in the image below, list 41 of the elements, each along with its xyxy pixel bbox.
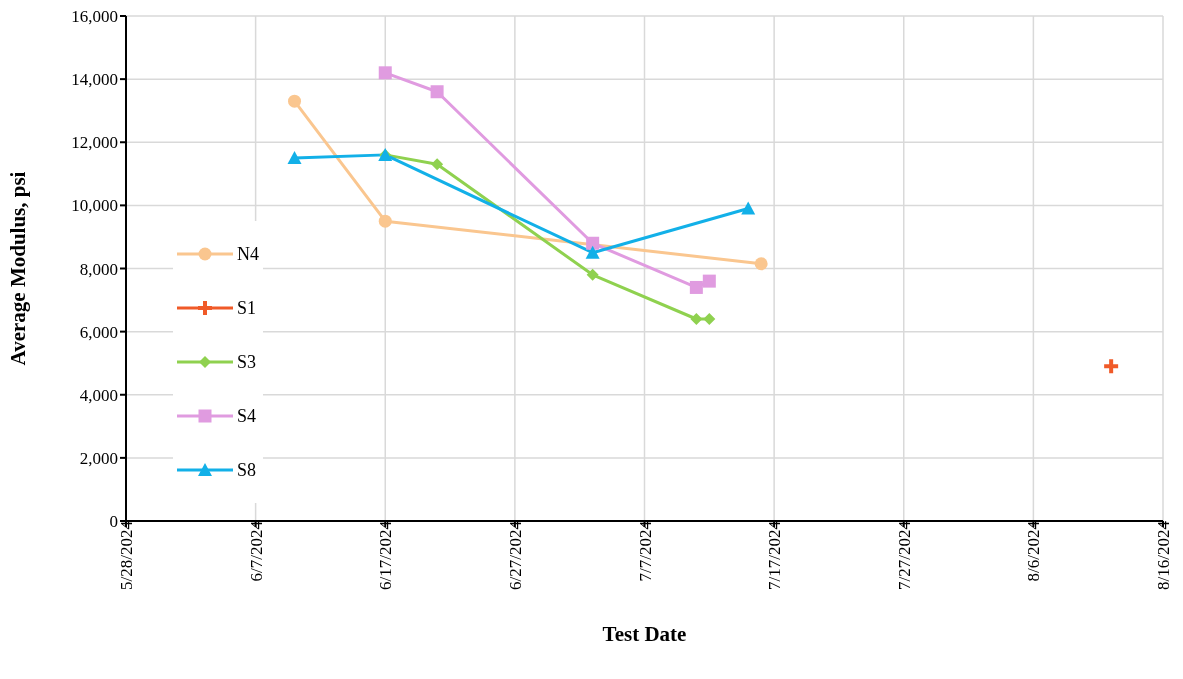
y-tick-label: 14,000 [71,70,118,90]
x-tick-label: 5/28/2024 [117,520,137,590]
legend-label: S3 [237,351,257,373]
point [378,214,392,228]
point [378,66,392,80]
legend-label: S1 [237,297,257,319]
point [586,268,599,281]
y-tick-label: 12,000 [71,133,118,153]
point [702,274,716,288]
x-tick-label: 8/6/2024 [1024,520,1044,582]
point [288,94,302,108]
point [585,245,600,259]
point [754,257,768,271]
x-tick-label: 6/17/2024 [376,520,396,590]
y-axis-title: Average Modulus, psi [6,171,31,366]
legend-label: S8 [237,459,257,481]
point [1104,359,1119,374]
legend-label: N4 [237,243,259,265]
y-tick-label: 2,000 [79,448,118,468]
y-tick-label: 8,000 [79,259,118,279]
point [690,313,703,325]
x-tick-label: 6/27/2024 [505,520,525,590]
x-tick-label: 8/16/2024 [1154,520,1174,590]
x-tick-label: 6/7/2024 [246,520,266,582]
x-tick-label: 7/27/2024 [894,520,914,590]
point [287,151,302,165]
point [703,313,716,325]
y-tick-label: 16,000 [71,7,118,27]
y-tick-label: 0 [109,512,118,532]
legend-label: S4 [237,405,257,427]
point [431,158,444,171]
x-tick-label: 7/7/2024 [635,520,655,582]
y-tick-label: 4,000 [79,385,118,405]
point [741,201,756,215]
point [586,236,600,250]
y-tick-label: 10,000 [71,196,118,216]
point [430,85,444,99]
x-axis-title: Test Date [602,622,687,646]
x-tick-label: 7/17/2024 [765,520,785,590]
y-tick-label: 6,000 [79,322,118,342]
point [689,280,703,294]
